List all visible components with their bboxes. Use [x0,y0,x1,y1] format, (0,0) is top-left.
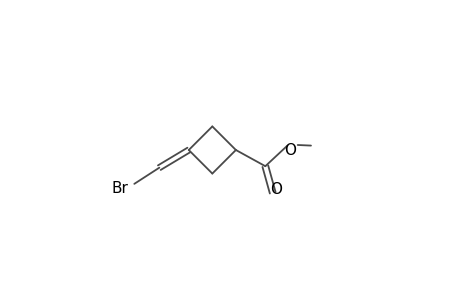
Text: Br: Br [111,181,128,196]
Text: O: O [269,182,281,197]
Text: O: O [284,142,296,158]
